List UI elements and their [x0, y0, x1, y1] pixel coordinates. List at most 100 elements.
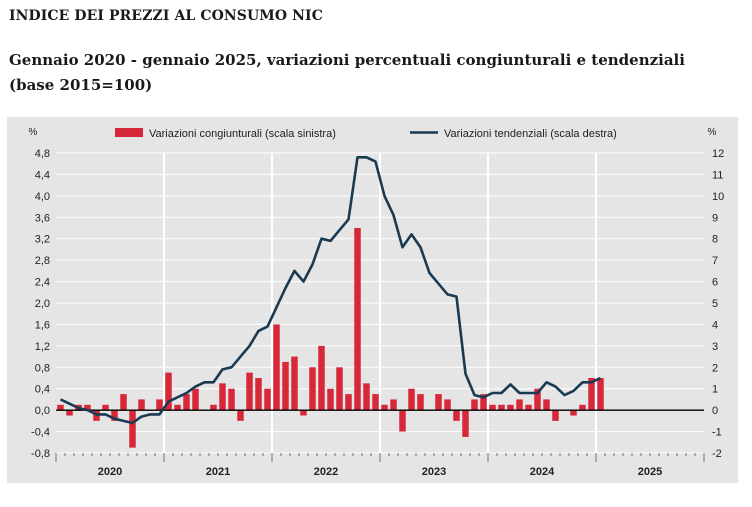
right-tick-label: 5	[712, 298, 718, 310]
congiunturali-bar	[444, 399, 451, 411]
left-tick-label: 0,8	[35, 362, 50, 374]
right-tick-label: 7	[712, 255, 718, 267]
left-tick-label: 2,0	[35, 298, 50, 310]
left-tick-label: 4,4	[35, 169, 50, 181]
year-label: 2025	[638, 466, 662, 478]
congiunturali-bar	[84, 404, 91, 411]
right-tick-label: 10	[712, 191, 724, 203]
congiunturali-bar	[417, 394, 424, 411]
congiunturali-bar	[516, 399, 523, 411]
year-label: 2024	[530, 466, 555, 478]
left-tick-label: 0,0	[35, 405, 50, 417]
congiunturali-bar	[525, 404, 532, 411]
congiunturali-bar	[345, 394, 352, 411]
congiunturali-bar	[210, 404, 217, 411]
congiunturali-bar	[354, 228, 361, 411]
congiunturali-bar	[192, 388, 199, 411]
congiunturali-bar	[579, 404, 586, 411]
left-tick-label: 1,2	[35, 341, 50, 353]
left-tick-label: -0,4	[31, 427, 50, 439]
left-tick-label: 4,8	[35, 148, 50, 160]
congiunturali-bar	[453, 410, 460, 421]
congiunturali-bar	[363, 383, 370, 411]
legend-bar-label: Variazioni congiunturali (scala sinistra…	[149, 128, 336, 140]
right-tick-label: 0	[712, 405, 718, 417]
congiunturali-bar	[588, 378, 595, 411]
congiunturali-bar	[597, 378, 604, 411]
right-tick-label: -1	[712, 427, 722, 439]
chart-grid	[56, 152, 704, 454]
year-label: 2022	[314, 466, 338, 478]
congiunturali-bar	[462, 410, 469, 437]
congiunturali-bar	[57, 404, 64, 411]
congiunturali-bar	[543, 399, 550, 411]
congiunturali-bar	[507, 404, 514, 411]
left-tick-label: 1,6	[35, 319, 50, 331]
right-tick-label: 6	[712, 277, 718, 289]
congiunturali-bar	[390, 399, 397, 411]
left-tick-label: 2,4	[35, 277, 50, 289]
congiunturali-bar	[174, 404, 181, 411]
year-label: 2023	[422, 466, 446, 478]
congiunturali-bar	[264, 388, 271, 411]
left-tick-label: 2,8	[35, 255, 50, 267]
congiunturali-bar	[300, 410, 307, 416]
chart-panel: 4,8 4,4 4,0 3,6 3,2 2,8 2,4 2,0 1,6 1,2 0,8 0,4 0,0 -…	[7, 117, 738, 483]
congiunturali-bar	[246, 372, 253, 411]
congiunturali-bar	[372, 394, 379, 411]
congiunturali-bar	[408, 388, 415, 411]
left-tick-label: 0,4	[35, 384, 50, 396]
congiunturali-bar	[309, 367, 316, 411]
right-tick-label: 3	[712, 341, 718, 353]
congiunturali-bar	[120, 394, 127, 411]
congiunturali-bars	[57, 228, 604, 448]
congiunturali-bar	[336, 367, 343, 411]
right-tick-label: 9	[712, 212, 718, 224]
right-axis-unit: %	[708, 127, 717, 138]
congiunturali-bar	[129, 410, 136, 448]
left-tick-label: -0,8	[31, 448, 50, 460]
year-label: 2020	[98, 466, 122, 478]
congiunturali-bar	[534, 388, 541, 411]
congiunturali-bar	[165, 372, 172, 411]
congiunturali-bar	[291, 356, 298, 411]
tendenziali-series-line	[59, 156, 602, 425]
right-tick-label: 11	[712, 169, 723, 181]
congiunturali-bar	[471, 399, 478, 411]
congiunturali-bar	[66, 410, 73, 416]
right-tick-label: 4	[712, 319, 718, 331]
congiunturali-bar	[273, 324, 280, 411]
legend-bar-swatch	[115, 128, 143, 137]
congiunturali-bar	[435, 394, 442, 411]
congiunturali-bar	[570, 410, 577, 416]
chart-svg: 4,8 4,4 4,0 3,6 3,2 2,8 2,4 2,0 1,6 1,2 0,8 0,4 0,0 -…	[29, 127, 725, 478]
congiunturali-bar	[183, 394, 190, 411]
right-tick-label: 2	[712, 362, 718, 374]
left-tick-label: 3,2	[35, 234, 50, 246]
congiunturali-bar	[282, 361, 289, 411]
left-tick-label: 4,0	[35, 191, 50, 203]
chart-legend: Variazioni congiunturali (scala sinistra…	[115, 128, 617, 140]
tendenziali-line	[59, 156, 602, 425]
congiunturali-bar	[219, 383, 226, 411]
congiunturali-bar	[480, 394, 487, 411]
right-tick-label: 12	[712, 148, 724, 160]
legend-line-label: Variazioni tendenziali (scala destra)	[444, 128, 617, 140]
left-axis-unit: %	[29, 127, 38, 138]
congiunturali-bar	[327, 388, 334, 411]
right-tick-label: 8	[712, 234, 718, 246]
congiunturali-bar	[318, 345, 325, 411]
congiunturali-bar	[102, 404, 109, 411]
congiunturali-bar	[111, 410, 118, 421]
left-tick-label: 3,6	[35, 212, 50, 224]
chart-axes: 4,8 4,4 4,0 3,6 3,2 2,8 2,4 2,0 1,6 1,2 0,8 0,4 0,0 -…	[29, 127, 725, 478]
congiunturali-bar	[399, 410, 406, 432]
page-subtitle: Gennaio 2020 - gennaio 2025, variazioni …	[9, 51, 685, 94]
congiunturali-bar	[228, 388, 235, 411]
year-label: 2021	[206, 466, 230, 478]
congiunturali-bar	[138, 399, 145, 411]
congiunturali-bar	[552, 410, 559, 421]
congiunturali-bar	[156, 399, 163, 411]
right-tick-label: 1	[712, 384, 718, 396]
congiunturali-bar	[381, 404, 388, 411]
